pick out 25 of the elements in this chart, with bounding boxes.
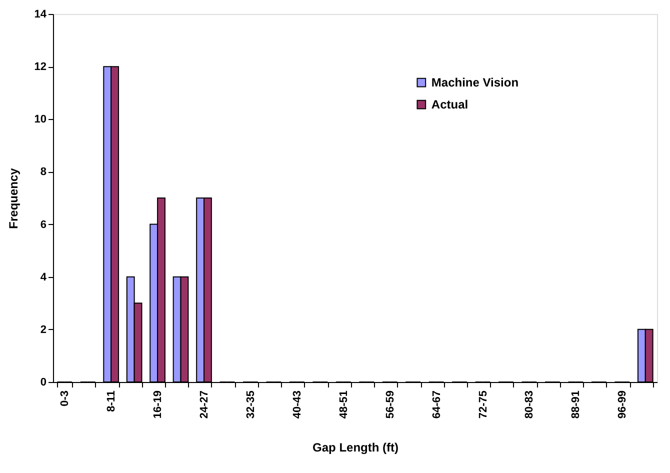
x-tick-label: 16-19 — [152, 390, 164, 419]
y-tick-label: 10 — [34, 114, 46, 126]
y-tick-label: 0 — [40, 376, 46, 388]
x-tick-label: 48-51 — [338, 390, 350, 419]
y-tick-label: 4 — [40, 271, 48, 284]
x-axis-title: Gap Length (ft) — [312, 440, 398, 455]
x-tick-label: 8-11 — [106, 390, 118, 412]
x-tick-label: 96-99 — [616, 390, 629, 419]
x-tick-label: 32-35 — [244, 390, 257, 419]
y-tick-label: 6 — [40, 218, 46, 231]
y-tick-label: 8 — [40, 166, 46, 178]
y-tick-label: 2 — [40, 324, 46, 336]
x-tick-label: 80-83 — [524, 390, 536, 419]
x-tick-label: 88-91 — [570, 390, 582, 419]
x-tick-label: 40-43 — [291, 390, 304, 419]
x-tick-label: 56-59 — [384, 390, 396, 419]
y-tick-label: 14 — [34, 8, 48, 20]
y-tick-label: 12 — [34, 61, 46, 74]
x-tick-label: 24-27 — [198, 390, 210, 419]
legend-label: Machine Vision — [431, 76, 519, 90]
legend-label: Actual — [431, 98, 468, 112]
y-axis-title: Frequency — [6, 168, 20, 229]
x-tick-label: 72-75 — [477, 390, 490, 419]
x-tick-label: 0-3 — [59, 390, 72, 406]
x-tick-label: 64-67 — [430, 390, 443, 419]
